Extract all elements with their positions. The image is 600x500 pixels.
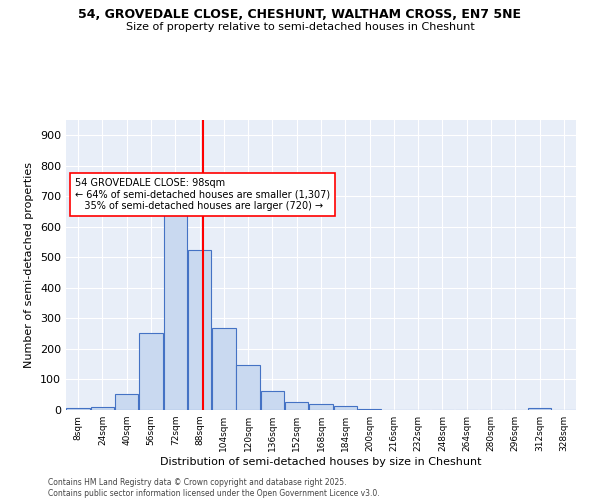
- Bar: [334, 406, 357, 410]
- Text: 54, GROVEDALE CLOSE, CHESHUNT, WALTHAM CROSS, EN7 5NE: 54, GROVEDALE CLOSE, CHESHUNT, WALTHAM C…: [79, 8, 521, 20]
- Text: Size of property relative to semi-detached houses in Cheshunt: Size of property relative to semi-detach…: [125, 22, 475, 32]
- Bar: [91, 406, 114, 410]
- Bar: [285, 402, 308, 410]
- Bar: [212, 328, 236, 410]
- Text: 54 GROVEDALE CLOSE: 98sqm
← 64% of semi-detached houses are smaller (1,307)
   3: 54 GROVEDALE CLOSE: 98sqm ← 64% of semi-…: [75, 178, 330, 211]
- Text: Contains HM Land Registry data © Crown copyright and database right 2025.
Contai: Contains HM Land Registry data © Crown c…: [48, 478, 380, 498]
- Bar: [188, 250, 211, 410]
- Bar: [115, 394, 139, 410]
- X-axis label: Distribution of semi-detached houses by size in Cheshunt: Distribution of semi-detached houses by …: [160, 457, 482, 467]
- Bar: [67, 408, 90, 410]
- Bar: [236, 365, 260, 410]
- Bar: [528, 408, 551, 410]
- Bar: [139, 333, 163, 410]
- Bar: [260, 391, 284, 410]
- Bar: [309, 404, 333, 410]
- Bar: [358, 409, 382, 410]
- Bar: [164, 206, 187, 410]
- Y-axis label: Number of semi-detached properties: Number of semi-detached properties: [25, 162, 34, 368]
